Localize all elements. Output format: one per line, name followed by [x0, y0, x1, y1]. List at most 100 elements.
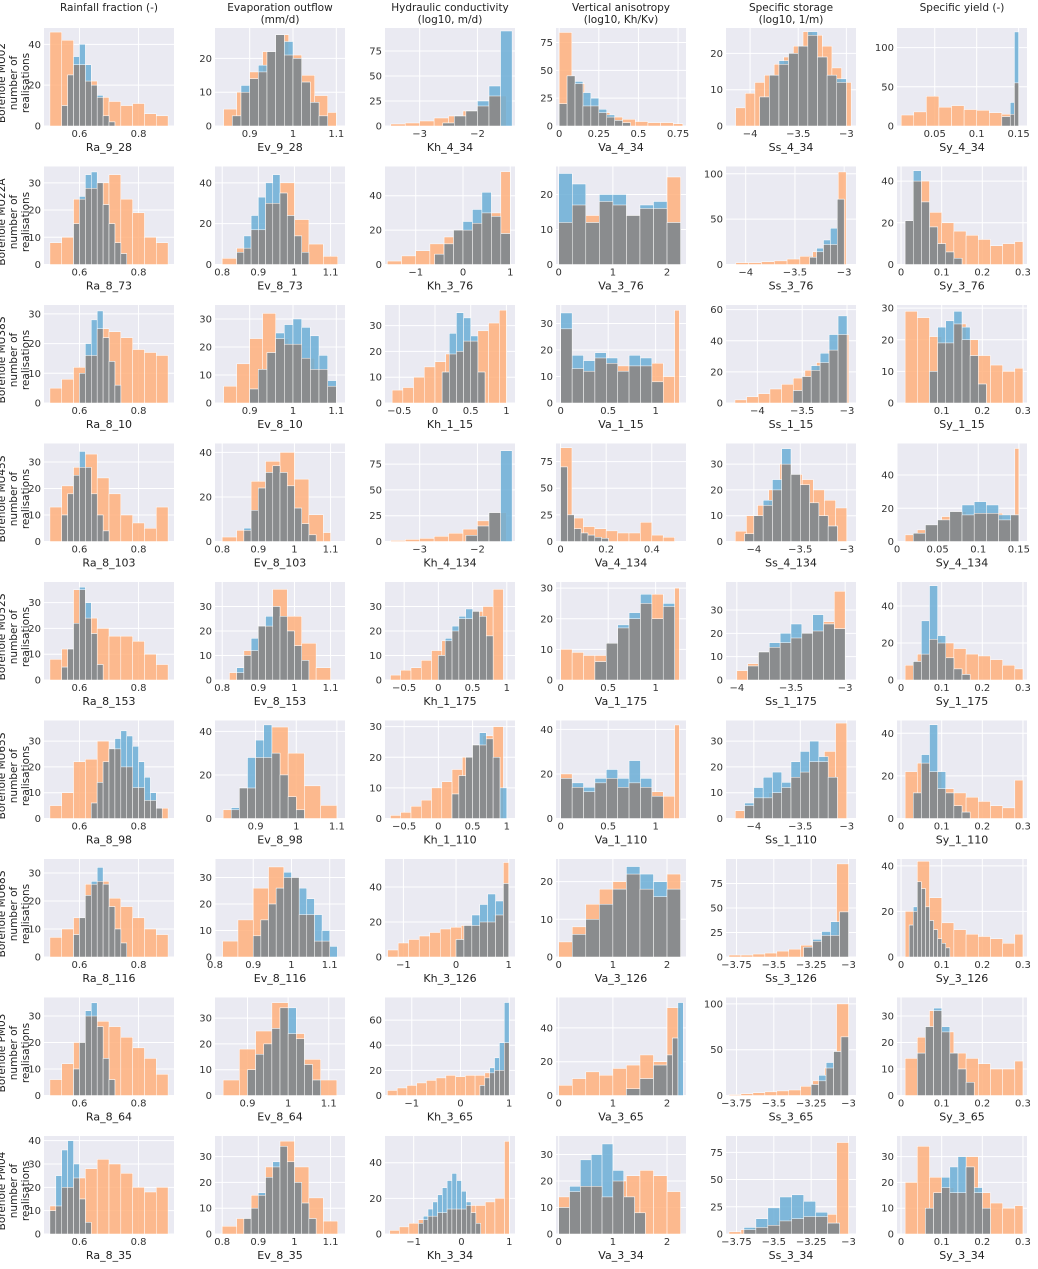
overlap-bar [945, 947, 951, 957]
x-axis-label: Ss_4_34 [769, 141, 814, 154]
x-axis-label: Ss_3_76 [769, 280, 814, 293]
prior-bar [416, 1082, 427, 1096]
overlap-bar [800, 484, 810, 542]
x-tick-label: 1 [503, 406, 509, 417]
prior-bar [390, 540, 406, 542]
x-tick-label: 0.8 [214, 1237, 230, 1248]
x-tick-label: 1 [506, 1099, 512, 1110]
y-tick-label: 0 [717, 260, 723, 271]
x-axis-label: Va_4_34 [598, 141, 643, 154]
y-tick-label: 20 [881, 218, 894, 229]
overlap-bar [617, 627, 630, 680]
overlap-bar [585, 919, 600, 957]
overlap-bar [231, 809, 240, 819]
overlap-bar [612, 888, 627, 957]
x-axis-label: Kh_4_34 [427, 141, 473, 154]
x-tick-label: 0 [556, 960, 562, 971]
overlap-bar [801, 376, 812, 403]
x-tick-label: 0.8 [131, 545, 147, 556]
x-axis-label: Ev_8_98 [257, 834, 302, 847]
y-tick-label: 0 [206, 260, 212, 271]
y-tick-label: 0 [35, 260, 41, 271]
overlap-bar [258, 1195, 266, 1234]
x-tick-label: 0.9 [250, 1237, 266, 1248]
overlap-bar [236, 672, 245, 680]
x-axis-label: Va_1_15 [598, 418, 643, 431]
histogram-panel: 0.9 1 1.1 0 10 20 30 Ev_8_64 [199, 997, 345, 1124]
overlap-bar [803, 946, 813, 957]
prior-bar [413, 376, 425, 403]
y-tick-label: 20 [881, 335, 894, 346]
prior-bar [96, 1159, 110, 1234]
y-tick-label: 10 [199, 651, 212, 662]
x-tick-label: 0.3 [1015, 1237, 1031, 1248]
y-tick-label: 40 [369, 191, 382, 202]
prior-bar [599, 1074, 614, 1096]
overlap-bar [310, 102, 320, 126]
y-tick-label: 40 [881, 602, 894, 613]
prior-bar [424, 366, 436, 403]
prior-bar [758, 393, 771, 403]
y-tick-label: 50 [710, 1045, 723, 1056]
x-tick-label: 0.2 [974, 1099, 990, 1110]
x-tick-label: 0.9 [245, 960, 261, 971]
overlap-bar [266, 51, 276, 126]
y-tick-label: 0 [206, 1091, 212, 1102]
overlap-bar [747, 665, 759, 680]
histogram-panel: 0.6 0.8 0 10 20 30 Ra_8_98 [28, 720, 174, 847]
prior-bar [938, 106, 952, 126]
overlap-bar [767, 1225, 781, 1234]
y-tick-label: 30 [28, 737, 41, 748]
y-tick-label: 40 [881, 471, 894, 482]
y-tick-label: 0 [888, 399, 894, 410]
overlap-bar [560, 466, 568, 542]
overlap-bar [617, 787, 630, 819]
overlap-bar [85, 80, 92, 126]
overlap-bar [243, 247, 252, 265]
y-tick-label: 30 [199, 1014, 212, 1025]
overlap-bar [294, 507, 302, 542]
x-tick-label: 0.6 [72, 406, 88, 417]
overlap-bar [801, 633, 813, 680]
prior-bar [904, 1058, 918, 1096]
x-tick-label: 0.2 [974, 960, 990, 971]
prior-bar [769, 388, 782, 403]
overlap-bar [286, 215, 295, 265]
overlap-bar [96, 881, 104, 957]
overlap-bar [953, 668, 963, 680]
x-axis-label: Va_1_110 [595, 834, 647, 847]
y-tick-label: 30 [710, 460, 723, 471]
histogram-panel: 0.8 0.9 1 1.1 0 20 40 Ev_8_73 [199, 166, 345, 293]
prior-bar [1014, 367, 1024, 403]
prior-bar [390, 123, 406, 126]
prior-bar [120, 337, 133, 403]
x-tick-label: −3.75 [721, 1237, 752, 1248]
overlap-bar [961, 674, 971, 680]
x-tick-label: 0 [556, 1237, 562, 1248]
overlap-bar [472, 744, 480, 819]
overlap-bar [913, 180, 922, 265]
prior-bar [61, 928, 74, 957]
prior-bar [913, 111, 927, 126]
histogram-panel: 0.6 0.8 0 10 20 30 Ra_8_64 [28, 997, 174, 1124]
overlap-bar [827, 1222, 840, 1234]
histogram-panel: 0.9 1 1.1 0 10 20 Ev_9_28 [199, 28, 345, 154]
histogram-panel: 0.05 0.1 0.15 0 50 100 Sy_4_34 [875, 28, 1030, 154]
y-tick-label: 0 [888, 122, 894, 133]
overlap-bar [91, 493, 98, 542]
overlap-bar [941, 1187, 951, 1234]
overlap-bar [432, 1215, 438, 1234]
y-tick-label: 30 [881, 304, 894, 315]
x-tick-label: −3.25 [796, 960, 827, 971]
overlap-bar [239, 787, 248, 819]
y-tick-label: 20 [28, 484, 41, 495]
prior-bar [990, 1202, 1003, 1234]
x-tick-label: 0.9 [242, 406, 258, 417]
x-tick-label: −4 [738, 268, 753, 279]
overlap-bar [628, 618, 641, 680]
prior-bar [390, 815, 401, 819]
overlap-bar [945, 251, 955, 265]
overlap-bar [250, 1207, 259, 1234]
y-tick-label: 0 [547, 1230, 553, 1241]
overlap-bar [762, 505, 773, 542]
